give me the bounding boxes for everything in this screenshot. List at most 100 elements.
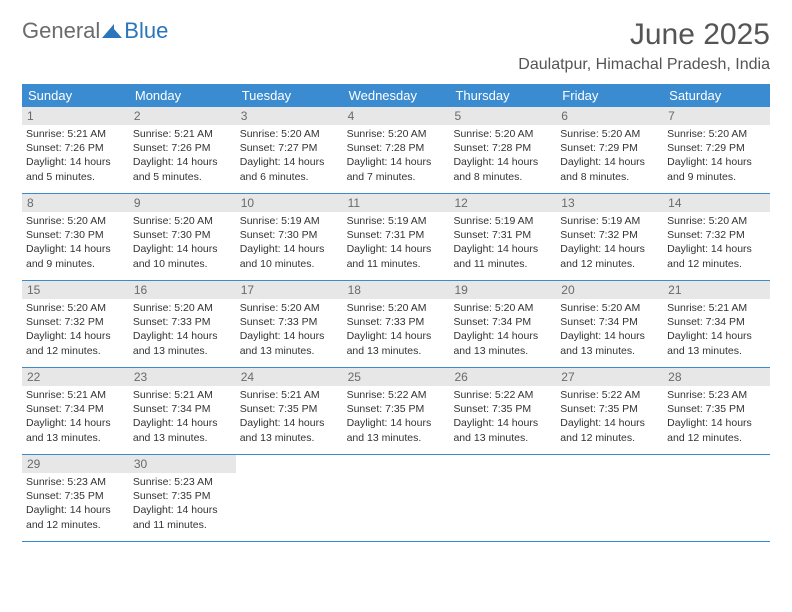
logo-triangle-icon <box>102 18 122 44</box>
sunset-text: Sunset: 7:29 PM <box>667 141 766 155</box>
daylight-text: Daylight: 14 hours and 13 minutes. <box>560 329 659 357</box>
day-number: 12 <box>449 194 556 212</box>
sunset-text: Sunset: 7:28 PM <box>453 141 552 155</box>
day-number: 7 <box>663 107 770 125</box>
daylight-text: Daylight: 14 hours and 12 minutes. <box>560 242 659 270</box>
sunset-text: Sunset: 7:30 PM <box>26 228 125 242</box>
day-cell: 21Sunrise: 5:21 AMSunset: 7:34 PMDayligh… <box>663 281 770 367</box>
day-number: 23 <box>129 368 236 386</box>
day-number: 19 <box>449 281 556 299</box>
weekday-header: Friday <box>556 84 663 107</box>
day-cell: 14Sunrise: 5:20 AMSunset: 7:32 PMDayligh… <box>663 194 770 280</box>
daylight-text: Daylight: 14 hours and 12 minutes. <box>26 503 125 531</box>
sunrise-text: Sunrise: 5:19 AM <box>347 214 446 228</box>
day-cell: 19 Sunrise: 5:20 AMSunset: 7:34 PMDayligh… <box>449 281 556 367</box>
day-number: 3 <box>236 107 343 125</box>
sunset-text: Sunset: 7:35 PM <box>133 489 232 503</box>
sunrise-text: Sunrise: 5:21 AM <box>133 127 232 141</box>
day-number: 21 <box>663 281 770 299</box>
day-cell: 5Sunrise: 5:20 AMSunset: 7:28 PMDaylight… <box>449 107 556 193</box>
day-body: Sunrise: 5:20 AMSunset: 7:28 PMDaylight:… <box>343 125 450 186</box>
sunset-text: Sunset: 7:27 PM <box>240 141 339 155</box>
daylight-text: Daylight: 14 hours and 11 minutes. <box>133 503 232 531</box>
weekday-header: Monday <box>129 84 236 107</box>
sunset-text: Sunset: 7:34 PM <box>667 315 766 329</box>
day-cell: 6Sunrise: 5:20 AMSunset: 7:29 PMDaylight… <box>556 107 663 193</box>
day-body: Sunrise: 5:20 AMSunset: 7:34 PMDaylight:… <box>556 299 663 360</box>
day-body: Sunrise: 5:20 AMSunset: 7:32 PMDaylight:… <box>663 212 770 273</box>
day-number: 22 <box>22 368 129 386</box>
day-body: Sunrise: 5:19 AMSunset: 7:30 PMDaylight:… <box>236 212 343 273</box>
sunrise-text: Sunrise: 5:22 AM <box>453 388 552 402</box>
day-body: Sunrise: 5:19 AMSunset: 7:31 PMDaylight:… <box>343 212 450 273</box>
sunrise-text: Sunrise: 5:20 AM <box>133 301 232 315</box>
daylight-text: Daylight: 14 hours and 8 minutes. <box>453 155 552 183</box>
sunset-text: Sunset: 7:35 PM <box>347 402 446 416</box>
day-cell: 29Sunrise: 5:23 AMSunset: 7:35 PMDayligh… <box>22 455 129 541</box>
sunrise-text: Sunrise: 5:20 AM <box>26 301 125 315</box>
day-number: 1 <box>22 107 129 125</box>
day-body: Sunrise: 5:20 AMSunset: 7:33 PMDaylight:… <box>129 299 236 360</box>
day-number: 10 <box>236 194 343 212</box>
daylight-text: Daylight: 14 hours and 9 minutes. <box>26 242 125 270</box>
day-body: Sunrise: 5:20 AMSunset: 7:33 PMDaylight:… <box>343 299 450 360</box>
sunrise-text: Sunrise: 5:20 AM <box>347 301 446 315</box>
daylight-text: Daylight: 14 hours and 13 minutes. <box>453 329 552 357</box>
day-cell <box>556 455 663 541</box>
sunset-text: Sunset: 7:32 PM <box>667 228 766 242</box>
day-cell <box>663 455 770 541</box>
sunset-text: Sunset: 7:35 PM <box>453 402 552 416</box>
day-number: 17 <box>236 281 343 299</box>
sunset-text: Sunset: 7:35 PM <box>560 402 659 416</box>
day-cell: 16Sunrise: 5:20 AMSunset: 7:33 PMDayligh… <box>129 281 236 367</box>
daylight-text: Daylight: 14 hours and 13 minutes. <box>240 329 339 357</box>
week-row: 22 Sunrise: 5:21 AM Sunset: 7:34 PM Dayligh… <box>22 368 770 455</box>
day-body: Sunrise: 5:19 AMSunset: 7:32 PMDaylight:… <box>556 212 663 273</box>
day-body: Sunrise: 5:20 AMSunset: 7:32 PMDaylight:… <box>22 299 129 360</box>
day-number: 8 <box>22 194 129 212</box>
sunset-text: Sunset: 7:32 PM <box>560 228 659 242</box>
daylight-text: Daylight: 14 hours and 7 minutes. <box>347 155 446 183</box>
sunset-text: Sunset: 7:31 PM <box>347 228 446 242</box>
day-number: 2 <box>129 107 236 125</box>
weekday-header: Wednesday <box>343 84 450 107</box>
sunset-text: Sunset: 7:30 PM <box>240 228 339 242</box>
daylight-text: Daylight: 14 hours and 6 minutes. <box>240 155 339 183</box>
sunrise-text: Sunrise: 5:21 AM <box>240 388 339 402</box>
daylight-text: Daylight: 14 hours and 11 minutes. <box>347 242 446 270</box>
day-cell: 1Sunrise: 5:21 AMSunset: 7:26 PMDaylight… <box>22 107 129 193</box>
title-block: June 2025 Daulatpur, Himachal Pradesh, I… <box>518 18 770 74</box>
weekday-header: Thursday <box>449 84 556 107</box>
day-number: 16 <box>129 281 236 299</box>
sunrise-text: Sunrise: 5:22 AM <box>347 388 446 402</box>
day-cell: 4Sunrise: 5:20 AMSunset: 7:28 PMDaylight… <box>343 107 450 193</box>
day-cell: 20Sunrise: 5:20 AMSunset: 7:34 PMDayligh… <box>556 281 663 367</box>
day-number: 25 <box>343 368 450 386</box>
day-cell: 2Sunrise: 5:21 AMSunset: 7:26 PMDaylight… <box>129 107 236 193</box>
day-number: 6 <box>556 107 663 125</box>
week-row: 15Sunrise: 5:20 AMSunset: 7:32 PMDayligh… <box>22 281 770 368</box>
sunset-text: Sunset: 7:28 PM <box>347 141 446 155</box>
day-cell: 24Sunrise: 5:21 AMSunset: 7:35 PMDayligh… <box>236 368 343 454</box>
day-cell: 26Sunrise: 5:22 AMSunset: 7:35 PMDayligh… <box>449 368 556 454</box>
sunrise-text: Sunrise: 5:23 AM <box>26 475 125 489</box>
sunrise-text: Sunrise: 5:20 AM <box>560 127 659 141</box>
day-cell: 3Sunrise: 5:20 AMSunset: 7:27 PMDaylight… <box>236 107 343 193</box>
day-number: 14 <box>663 194 770 212</box>
sunset-text: Sunset: 7:34 PM <box>26 402 125 416</box>
logo-text-blue: Blue <box>124 18 168 44</box>
day-number: 28 <box>663 368 770 386</box>
day-cell: 12Sunrise: 5:19 AMSunset: 7:31 PMDayligh… <box>449 194 556 280</box>
day-body: Sunrise: 5:20 AMSunset: 7:30 PMDaylight:… <box>129 212 236 273</box>
sunset-text: Sunset: 7:34 PM <box>453 315 552 329</box>
location: Daulatpur, Himachal Pradesh, India <box>518 56 770 74</box>
daylight-text: Daylight: 14 hours and 5 minutes. <box>133 155 232 183</box>
day-number: 20 <box>556 281 663 299</box>
day-cell: 13Sunrise: 5:19 AMSunset: 7:32 PMDayligh… <box>556 194 663 280</box>
sunrise-text: Sunrise: 5:20 AM <box>453 301 552 315</box>
daylight-text: Daylight: 14 hours and 10 minutes. <box>133 242 232 270</box>
daylight-text: Daylight: 14 hours and 13 minutes. <box>347 416 446 444</box>
day-body: Sunrise: 5:20 AMSunset: 7:30 PMDaylight:… <box>22 212 129 273</box>
sunset-text: Sunset: 7:35 PM <box>240 402 339 416</box>
sunrise-text: Sunrise: 5:22 AM <box>560 388 659 402</box>
